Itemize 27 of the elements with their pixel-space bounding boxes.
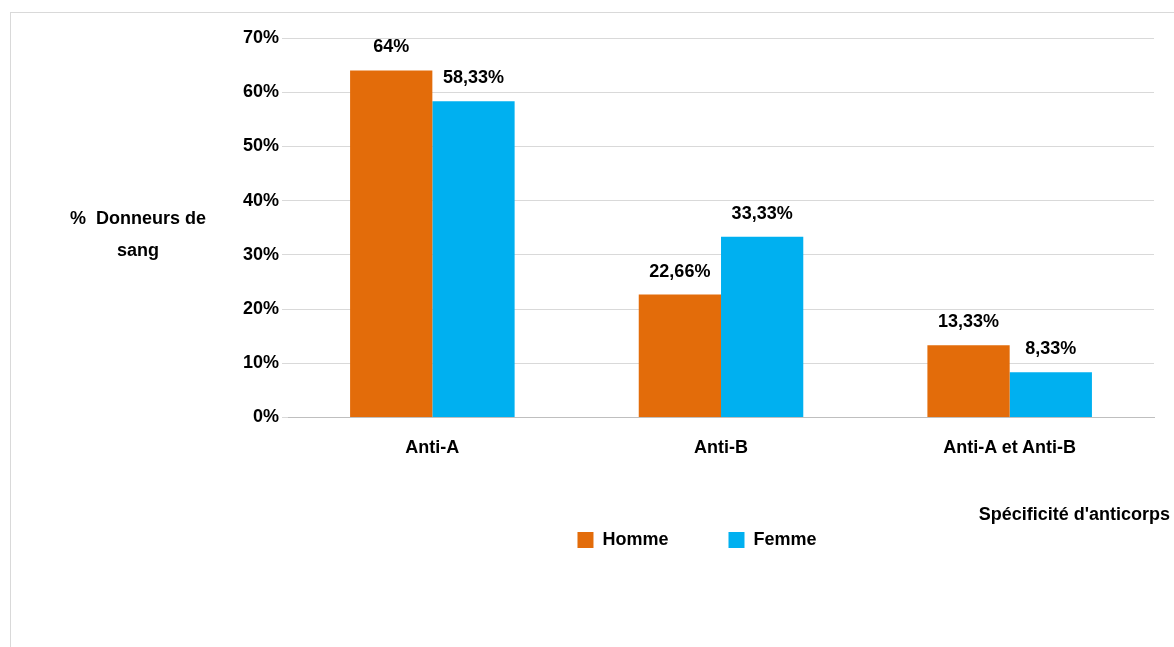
y-tick-label: 70% bbox=[243, 26, 280, 47]
bar bbox=[1009, 372, 1092, 417]
y-axis-title: % Donneurs de sang bbox=[69, 207, 207, 260]
y-tick-label: 0% bbox=[253, 406, 280, 427]
legend-label: Femme bbox=[753, 528, 817, 549]
y-tick-label: 50% bbox=[243, 135, 280, 156]
data-label: 8,33% bbox=[1025, 338, 1077, 359]
data-label: 13,33% bbox=[938, 311, 1000, 332]
y-tick-label: 40% bbox=[243, 189, 280, 210]
legend-label: Homme bbox=[602, 528, 669, 549]
bar bbox=[350, 70, 433, 417]
y-tick-label: 10% bbox=[243, 352, 280, 373]
y-tick-label: 60% bbox=[243, 81, 280, 102]
data-label: 64% bbox=[373, 36, 410, 57]
data-label: 33,33% bbox=[731, 202, 793, 223]
data-label: 22,66% bbox=[649, 260, 711, 281]
y-tick-label: 20% bbox=[243, 297, 280, 318]
x-axis-title: Spécificité d'anticorps bbox=[978, 503, 1170, 524]
data-label: 58,33% bbox=[442, 67, 505, 88]
bar bbox=[927, 345, 1010, 417]
bar bbox=[638, 294, 722, 417]
y-tick-label: 30% bbox=[243, 243, 280, 264]
x-tick-label: Anti-B bbox=[694, 437, 749, 458]
x-tick-label: Anti-A bbox=[405, 437, 460, 458]
x-tick-label: Anti-A et Anti-B bbox=[943, 437, 1076, 458]
bar bbox=[432, 101, 515, 417]
bar bbox=[721, 236, 804, 417]
